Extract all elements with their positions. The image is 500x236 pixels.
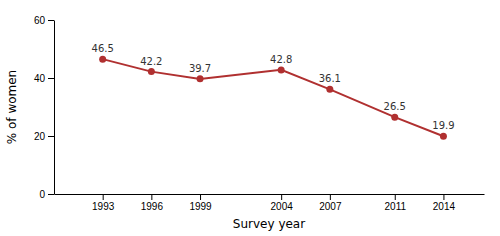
x-tick-mark bbox=[103, 194, 104, 200]
data-label: 42.8 bbox=[270, 54, 292, 65]
x-tick-mark bbox=[395, 194, 396, 200]
y-tick: 40 bbox=[34, 73, 54, 84]
x-tick: 2004 bbox=[271, 194, 294, 212]
x-tick-label: 2011 bbox=[384, 201, 406, 212]
x-tick-mark bbox=[151, 194, 152, 200]
marks bbox=[99, 56, 447, 140]
point bbox=[278, 66, 285, 73]
x-axis-title: Survey year bbox=[233, 217, 305, 231]
y-axis-line bbox=[54, 21, 55, 195]
point bbox=[440, 133, 447, 140]
x-tick: 1999 bbox=[189, 194, 212, 212]
line bbox=[103, 59, 444, 136]
point bbox=[148, 68, 155, 75]
data-label: 42.2 bbox=[140, 56, 162, 67]
x-tick-mark bbox=[200, 194, 201, 200]
y-tick: 0 bbox=[39, 189, 54, 200]
y-tick-label: 40 bbox=[34, 73, 46, 84]
x-tick-label: 1999 bbox=[189, 201, 212, 212]
y-tick-mark bbox=[48, 194, 54, 195]
data-label: 26.5 bbox=[384, 101, 406, 112]
x-tick: 2011 bbox=[384, 194, 406, 212]
y-tick-label: 60 bbox=[34, 15, 46, 26]
data-label: 46.5 bbox=[92, 43, 114, 54]
data-labels: 46.5 42.2 39.7 42.8 36.1 26.5 19.9 bbox=[92, 43, 455, 131]
x-axis: 1993 1996 1999 2004 2007 2011 2014 bbox=[55, 194, 485, 212]
point bbox=[197, 75, 204, 82]
y-tick: 60 bbox=[34, 15, 54, 26]
x-tick-label: 2007 bbox=[319, 201, 342, 212]
x-tick-label: 2004 bbox=[271, 201, 294, 212]
x-tick-mark bbox=[443, 194, 444, 200]
point bbox=[99, 56, 106, 63]
x-tick-label: 1993 bbox=[92, 201, 115, 212]
y-tick-mark bbox=[48, 136, 54, 137]
point bbox=[391, 114, 398, 121]
plot: 1993199619992004200720112014020406046.54… bbox=[34, 15, 485, 212]
x-tick-label: 1996 bbox=[141, 201, 164, 212]
data-label: 19.9 bbox=[432, 120, 454, 131]
x-tick-label: 2014 bbox=[433, 201, 456, 212]
x-tick-mark bbox=[281, 194, 282, 200]
y-tick-label: 0 bbox=[39, 189, 45, 200]
chart: 1993199619992004200720112014020406046.54… bbox=[0, 0, 500, 236]
y-tick-mark bbox=[48, 20, 54, 21]
data-label: 39.7 bbox=[189, 63, 211, 74]
y-axis-title: % of women bbox=[5, 70, 19, 144]
x-tick: 2014 bbox=[433, 194, 456, 212]
y-axis: 0 20 40 60 bbox=[34, 15, 55, 200]
x-tick: 2007 bbox=[319, 194, 342, 212]
point bbox=[326, 86, 333, 93]
x-axis-line bbox=[55, 194, 485, 195]
y-tick-mark bbox=[48, 78, 54, 79]
y-tick-label: 20 bbox=[34, 131, 46, 142]
x-tick: 1993 bbox=[92, 194, 115, 212]
y-tick: 20 bbox=[34, 131, 54, 142]
data-label: 36.1 bbox=[319, 73, 341, 84]
x-tick: 1996 bbox=[141, 194, 164, 212]
x-tick-mark bbox=[330, 194, 331, 200]
